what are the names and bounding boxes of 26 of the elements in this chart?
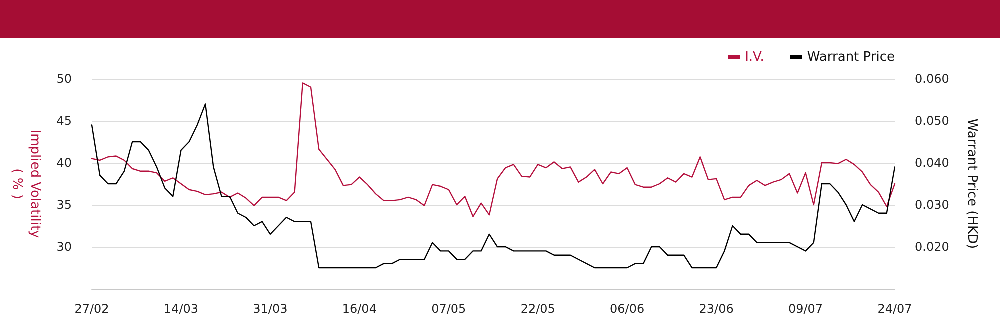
y-tick-label: 30 — [56, 240, 72, 254]
y2-tick-label: 0.060 — [915, 72, 950, 86]
y-tick-label: 50 — [56, 72, 72, 86]
x-tick-label: 14/03 — [164, 302, 199, 316]
y2-axis-title: Warrant Price (HKD) — [964, 118, 980, 250]
y2-tick-label: 0.020 — [915, 240, 950, 254]
line-series — [91, 104, 896, 269]
legend-label: Warrant Price — [807, 50, 896, 65]
x-tick-label: 23/06 — [699, 302, 734, 316]
x-tick-label: 22/05 — [520, 302, 556, 316]
x-tick-label: 09/07 — [788, 302, 824, 316]
y-tick-label: 35 — [56, 198, 72, 212]
x-tick-label: 31/03 — [253, 302, 288, 316]
x-tick-label: 24/07 — [878, 302, 912, 316]
y2-tick-label: 0.050 — [915, 114, 950, 128]
y-tick-label: 40 — [56, 156, 72, 170]
x-tick-label: 06/06 — [610, 302, 645, 316]
line-series — [91, 82, 896, 218]
x-tick-label: 07/05 — [432, 302, 466, 316]
y-axis-title: Implied Volatility ( % ) — [10, 130, 42, 239]
y-tick-label: 45 — [56, 114, 72, 128]
y2-tick-label: 0.040 — [915, 156, 950, 170]
x-tick-label: 16/04 — [342, 302, 377, 316]
legend-label: I.V. — [745, 50, 764, 65]
y2-tick-label: 0.030 — [915, 198, 950, 212]
x-tick-label: 27/02 — [74, 302, 110, 316]
